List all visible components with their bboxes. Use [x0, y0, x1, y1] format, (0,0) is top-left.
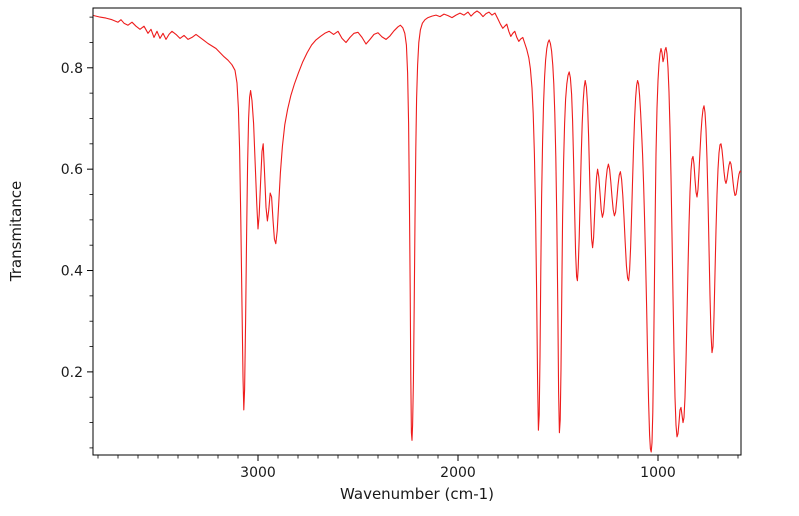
y-axis-label: Transmitance: [7, 181, 25, 282]
x-axis-label: Wavenumber (cm-1): [340, 485, 494, 503]
x-tick-label: 1000: [640, 465, 676, 481]
x-tick-label: 3000: [240, 465, 276, 481]
y-tick-label: 0.2: [61, 365, 83, 381]
plot-area: 3000 2000 1000 0.2 0.4 0.6 0.8: [61, 7, 742, 481]
spectrum-line: [93, 10, 741, 453]
x-tick-label: 2000: [440, 465, 476, 481]
y-tick-label: 0.8: [61, 61, 83, 77]
y-tick-label: 0.4: [61, 264, 83, 280]
y-tick-label: 0.6: [61, 162, 83, 178]
